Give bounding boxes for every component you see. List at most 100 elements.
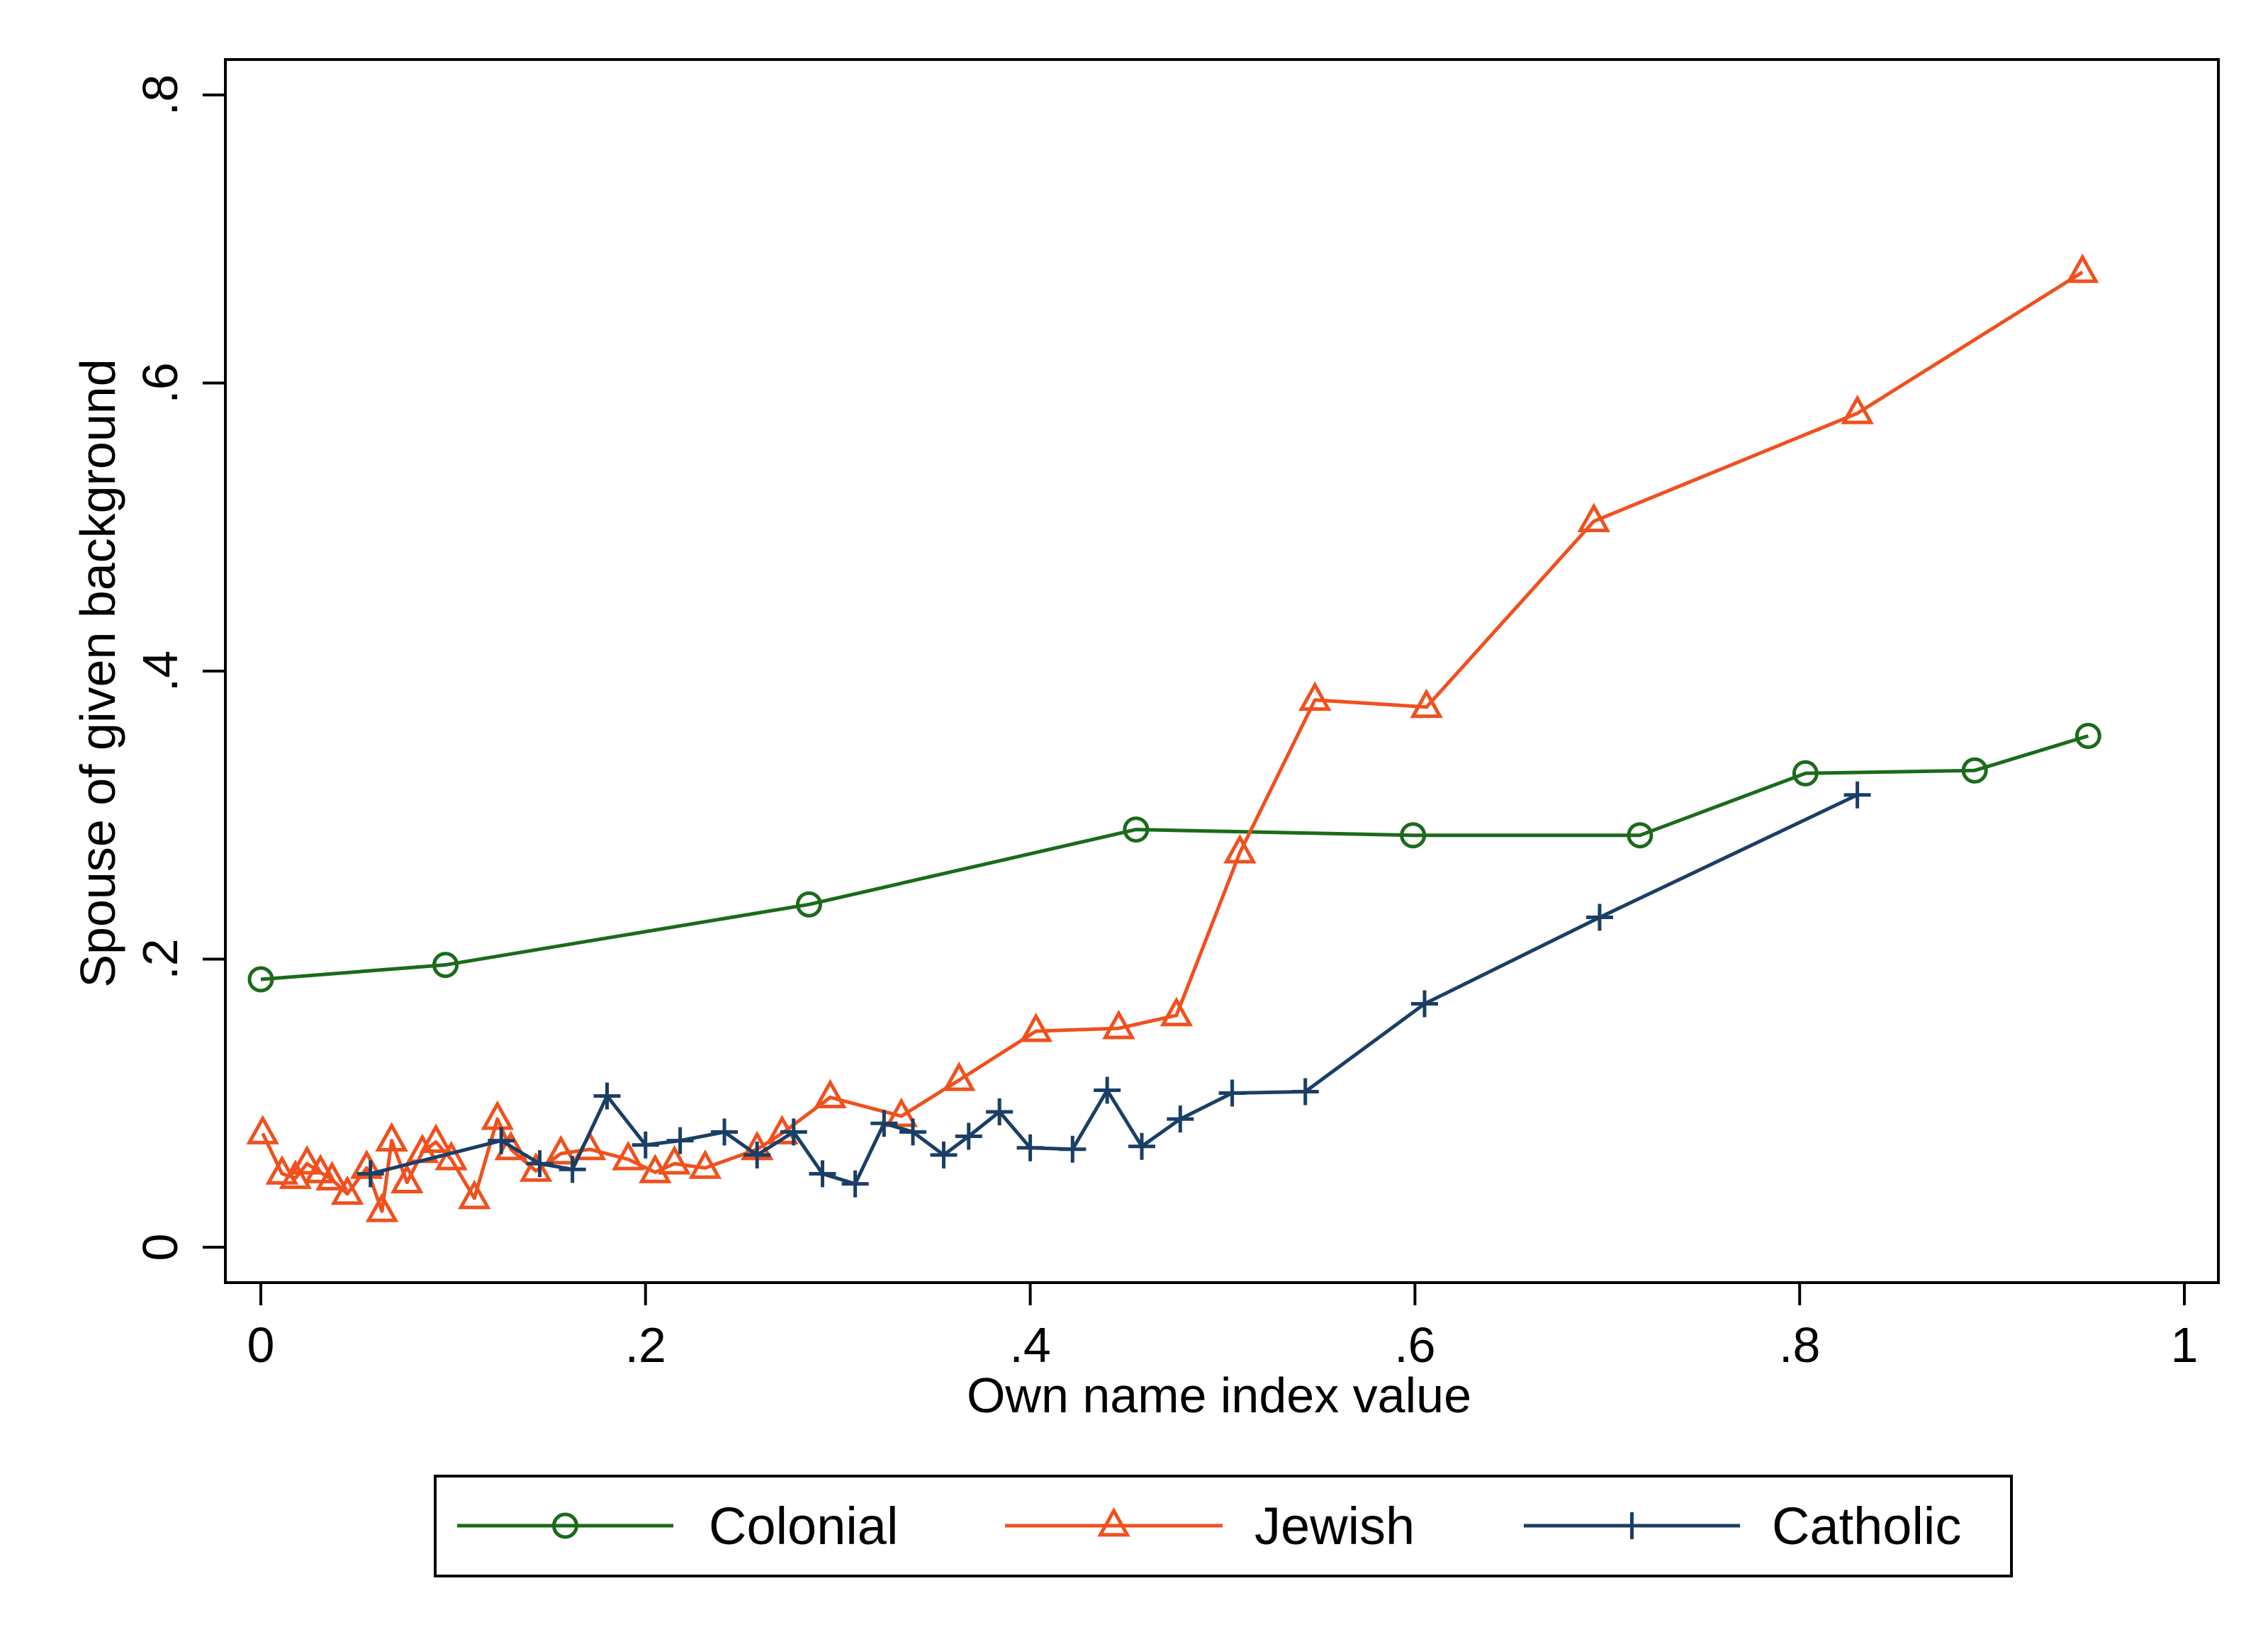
catholic-point bbox=[593, 1082, 621, 1110]
colonial-point bbox=[1961, 757, 1988, 784]
catholic-point bbox=[666, 1127, 694, 1154]
legend-item-jewish: Jewish bbox=[1005, 1497, 1415, 1555]
catholic-point bbox=[488, 1127, 515, 1154]
jewish-point bbox=[457, 1179, 491, 1210]
x-axis-title: Own name index value bbox=[967, 1368, 1471, 1423]
colonial-point bbox=[1123, 816, 1150, 843]
x-tick-label: 1 bbox=[2171, 1317, 2199, 1373]
y-tick-label: .2 bbox=[133, 938, 188, 979]
catholic-point bbox=[809, 1160, 836, 1188]
jewish-point bbox=[519, 1152, 553, 1182]
jewish-point bbox=[1019, 1012, 1053, 1042]
catholic-point bbox=[1843, 781, 1871, 809]
jewish-point bbox=[1102, 1009, 1135, 1040]
catholic-point bbox=[743, 1141, 771, 1169]
jewish-point bbox=[290, 1144, 324, 1175]
catholic-point bbox=[841, 1170, 869, 1198]
catholic-point bbox=[955, 1122, 982, 1150]
legend-catholic-label: Catholic bbox=[1772, 1497, 1961, 1555]
y-tick-label: .6 bbox=[133, 362, 188, 403]
catholic-point bbox=[1585, 904, 1613, 931]
catholic-point bbox=[1167, 1105, 1194, 1133]
jewish-point bbox=[330, 1175, 364, 1205]
jewish-point bbox=[814, 1079, 847, 1109]
catholic-point bbox=[899, 1118, 927, 1146]
catholic-point bbox=[631, 1131, 659, 1159]
x-axis: 0 .2 .4 .6 .8 1 bbox=[247, 1283, 2199, 1373]
jewish-point bbox=[1298, 681, 1332, 711]
x-tick-label: .8 bbox=[1779, 1317, 1820, 1373]
jewish-point bbox=[1223, 833, 1257, 864]
legend-colonial-marker bbox=[552, 1512, 578, 1539]
jewish-point bbox=[1160, 996, 1194, 1027]
jewish-point bbox=[1410, 688, 1443, 719]
legend-jewish-marker bbox=[1097, 1507, 1130, 1537]
catholic-point bbox=[1094, 1076, 1121, 1104]
jewish-point bbox=[303, 1154, 337, 1183]
series-catholic bbox=[357, 781, 1871, 1198]
jewish-point bbox=[265, 1155, 299, 1185]
colonial-point bbox=[1792, 760, 1819, 787]
catholic-point bbox=[711, 1118, 739, 1146]
series-colonial bbox=[247, 722, 2101, 993]
colonial-point bbox=[432, 952, 459, 979]
colonial-point bbox=[1627, 822, 1654, 849]
jewish-point bbox=[942, 1062, 976, 1091]
jewish-point bbox=[658, 1144, 691, 1175]
colonial-line bbox=[260, 734, 2089, 981]
legend: Colonial Jewish Catholic bbox=[457, 1497, 1961, 1555]
legend-jewish-label: Jewish bbox=[1254, 1497, 1415, 1555]
jewish-point bbox=[1841, 394, 1874, 424]
catholic-point bbox=[1218, 1079, 1246, 1107]
series-layer bbox=[246, 253, 2101, 1222]
jewish-point bbox=[481, 1100, 515, 1130]
colonial-point bbox=[1400, 822, 1427, 849]
jewish-point bbox=[365, 1192, 399, 1222]
y-tick-label: .4 bbox=[133, 651, 188, 692]
colonial-point bbox=[2075, 722, 2101, 749]
catholic-point bbox=[357, 1160, 384, 1188]
catholic-point bbox=[780, 1118, 807, 1146]
legend-box bbox=[434, 1475, 2013, 1577]
jewish-point bbox=[885, 1097, 919, 1127]
x-tick-label: .6 bbox=[1394, 1317, 1435, 1373]
catholic-point bbox=[870, 1110, 898, 1137]
jewish-point bbox=[246, 1115, 279, 1144]
catholic-point bbox=[1059, 1135, 1087, 1163]
x-tick-label: .2 bbox=[625, 1317, 666, 1373]
catholic-point bbox=[558, 1156, 586, 1183]
catholic-point bbox=[1128, 1132, 1156, 1160]
jewish-point bbox=[350, 1149, 383, 1179]
jewish-point bbox=[612, 1140, 645, 1171]
jewish-point bbox=[544, 1135, 578, 1165]
y-axis-title: Spouse of given background bbox=[70, 359, 125, 987]
y-tick-label: 0 bbox=[133, 1234, 188, 1261]
y-axis: 0 .2 .4 .6 .8 bbox=[133, 74, 225, 1261]
series-jewish bbox=[246, 253, 2099, 1222]
jewish-point bbox=[688, 1149, 722, 1179]
jewish-point bbox=[2065, 253, 2099, 283]
catholic-point bbox=[1410, 990, 1438, 1018]
x-tick-label: .4 bbox=[1009, 1317, 1050, 1373]
legend-colonial-label: Colonial bbox=[709, 1497, 898, 1555]
plot-frame bbox=[224, 58, 2220, 1284]
y-tick-label: .8 bbox=[133, 74, 188, 116]
jewish-point bbox=[1577, 502, 1611, 533]
catholic-point bbox=[986, 1098, 1014, 1125]
legend-catholic-marker bbox=[1618, 1512, 1646, 1539]
jewish-point bbox=[375, 1122, 408, 1152]
legend-item-catholic: Catholic bbox=[1524, 1497, 1961, 1555]
x-tick-label: 0 bbox=[247, 1317, 275, 1373]
jewish-point bbox=[279, 1159, 313, 1189]
catholic-point bbox=[526, 1150, 554, 1178]
jewish-point bbox=[419, 1123, 453, 1154]
colonial-point bbox=[795, 891, 822, 918]
catholic-point bbox=[1016, 1134, 1044, 1161]
catholic-point bbox=[930, 1141, 958, 1169]
jewish-point bbox=[315, 1161, 349, 1191]
jewish-point bbox=[391, 1164, 424, 1193]
legend-item-colonial: Colonial bbox=[457, 1497, 898, 1555]
jewish-point bbox=[494, 1130, 528, 1161]
colonial-point bbox=[247, 966, 274, 993]
